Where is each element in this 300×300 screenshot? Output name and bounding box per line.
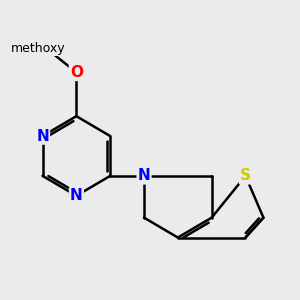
Text: N: N [138,168,150,183]
Text: N: N [70,188,83,203]
Text: methoxy: methoxy [11,42,66,55]
Text: S: S [240,168,251,183]
Text: O: O [70,65,83,80]
Text: N: N [36,129,49,144]
